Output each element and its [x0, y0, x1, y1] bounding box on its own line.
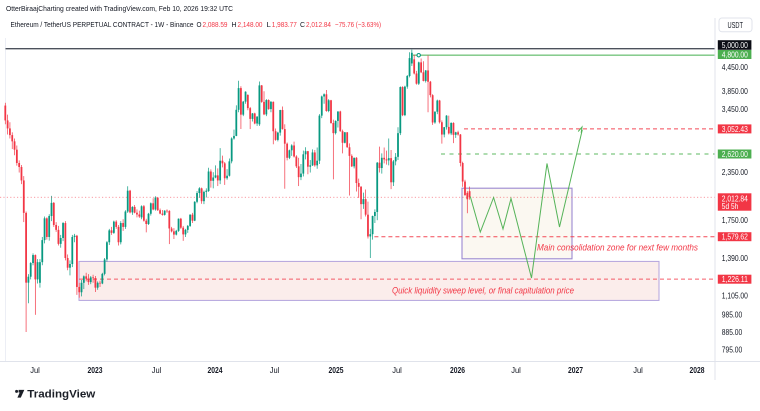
svg-text:2,620.00: 2,620.00 [722, 150, 748, 159]
svg-text:5d 5h: 5d 5h [722, 202, 739, 211]
svg-text:OtterBiraajCharting created wi: OtterBiraajCharting created with Trading… [6, 4, 234, 13]
svg-text:3,052.43: 3,052.43 [722, 125, 748, 134]
svg-text:H: H [232, 20, 237, 29]
svg-text:2,012.84: 2,012.84 [306, 20, 331, 29]
svg-text:USDT: USDT [728, 21, 744, 30]
svg-text:2,350.00: 2,350.00 [722, 168, 748, 177]
svg-text:Ethereum / TetherUS PERPETUAL: Ethereum / TetherUS PERPETUAL CONTRACT -… [11, 20, 194, 29]
svg-text:795.00: 795.00 [722, 346, 743, 355]
svg-text:TradingView: TradingView [27, 389, 96, 401]
svg-text:Main consolidation zone for ne: Main consolidation zone for next few mon… [537, 242, 699, 252]
svg-text:1,390.00: 1,390.00 [722, 254, 748, 263]
svg-text:L: L [267, 20, 271, 29]
svg-text:Jul: Jul [392, 365, 402, 375]
svg-text:Jul: Jul [152, 365, 162, 375]
svg-text:5,000.00: 5,000.00 [722, 41, 748, 50]
svg-text:3,450.00: 3,450.00 [722, 105, 748, 114]
svg-text:2024: 2024 [208, 365, 223, 375]
svg-text:885.00: 885.00 [722, 328, 743, 337]
svg-text:Jul: Jul [511, 365, 521, 375]
svg-text:4,800.00: 4,800.00 [722, 51, 748, 60]
svg-text:1,105.00: 1,105.00 [722, 292, 748, 301]
svg-text:2027: 2027 [568, 365, 583, 375]
svg-text:3,850.00: 3,850.00 [722, 87, 748, 96]
svg-text:2025: 2025 [329, 365, 344, 375]
svg-text:1,579.62: 1,579.62 [722, 233, 748, 242]
svg-text:−75.76 (−3.63%): −75.76 (−3.63%) [335, 20, 381, 29]
svg-text:1,750.00: 1,750.00 [722, 216, 748, 225]
svg-text:2,148.00: 2,148.00 [238, 20, 263, 29]
svg-text:2,088.59: 2,088.59 [203, 20, 228, 29]
svg-text:O: O [197, 20, 202, 29]
svg-text:2023: 2023 [88, 365, 103, 375]
svg-text:1,226.11: 1,226.11 [722, 275, 748, 284]
svg-text:C: C [300, 20, 306, 29]
svg-text:Jul: Jul [633, 365, 643, 375]
svg-text:4,450.00: 4,450.00 [722, 63, 748, 72]
svg-text:985.00: 985.00 [722, 311, 743, 320]
svg-text:Jul: Jul [30, 365, 40, 375]
svg-text:2026: 2026 [450, 365, 465, 375]
svg-text:2028: 2028 [690, 365, 705, 375]
svg-text:Quick liquidity sweep level, o: Quick liquidity sweep level, or final ca… [392, 285, 574, 295]
svg-text:Jul: Jul [270, 365, 280, 375]
svg-text:2,012.84: 2,012.84 [722, 194, 748, 203]
svg-text:1,983.77: 1,983.77 [272, 20, 297, 29]
